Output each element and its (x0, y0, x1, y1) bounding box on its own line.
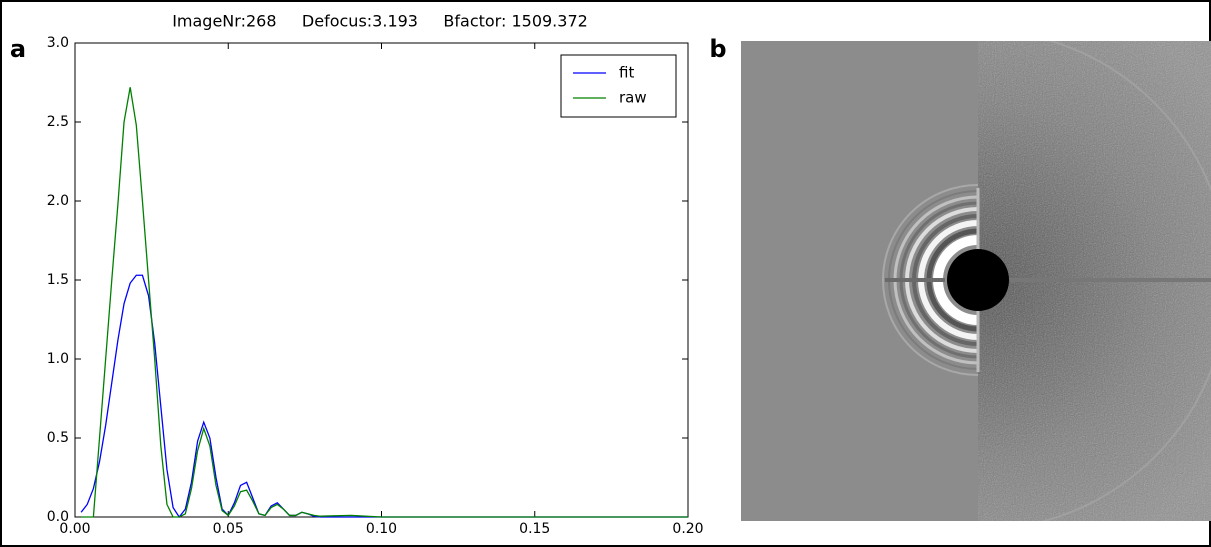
data-line (81, 87, 688, 518)
y-tick-label: 3.0 (47, 35, 69, 51)
y-tick-label: 2.0 (47, 193, 69, 209)
y-tick-label: 1.0 (47, 351, 69, 367)
legend-label: fit (619, 64, 634, 82)
x-tick-label: 0.15 (519, 521, 550, 537)
x-tick-label: 0.10 (366, 521, 397, 537)
x-tick-label: 0.00 (59, 521, 90, 537)
legend-box (560, 54, 677, 118)
x-tick-label: 0.05 (213, 521, 244, 537)
panel-label: a (10, 35, 26, 63)
y-tick-label: 0.0 (47, 509, 69, 525)
plot-area: 0.0 0.5 1.0 1.5 2.0 2.5 3.0 0.00 0.05 0.10 0.15 0.2… (47, 35, 704, 537)
legend-label: raw (619, 89, 647, 107)
y-tick-label: 2.5 (47, 114, 69, 130)
panel-label: b (709, 35, 726, 63)
chart-title: ImageNr:268 Defocus:3.193 Bfactor: 1509.… (172, 12, 588, 31)
y-tick-label: 1.5 (47, 272, 69, 288)
plot-frame (74, 42, 689, 518)
power-spectrum-image (741, 41, 1211, 521)
x-tick-label: 0.20 (672, 521, 703, 537)
y-tick-label: 0.5 (47, 430, 69, 446)
